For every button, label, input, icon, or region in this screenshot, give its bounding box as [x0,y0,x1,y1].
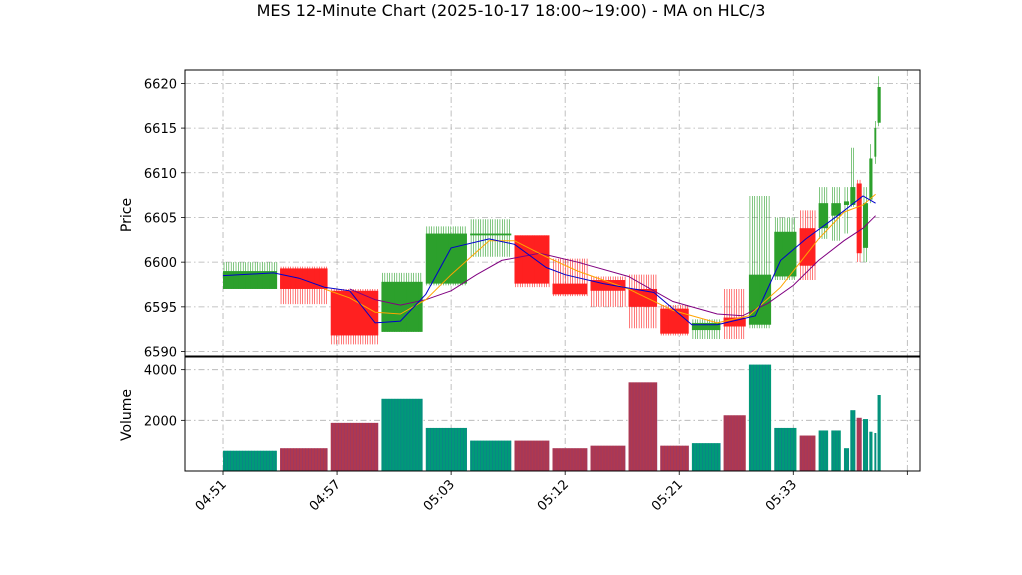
volume-bar [723,415,746,471]
price-panel-frame [184,69,921,357]
volume-panel-frame [184,356,921,472]
candle-body [723,317,746,327]
axes [181,69,921,475]
candle-body [691,322,721,331]
chart-title: MES 12-Minute Chart (2025-10-17 18:00~19… [256,1,766,20]
candle-body [628,288,658,307]
candle-body [877,86,881,123]
volume-bar [843,448,850,471]
volume-bar [628,382,658,471]
x-tick-label: 05:03 [421,477,458,514]
candle-body [843,201,850,205]
price-tick-label: 6600 [144,256,177,271]
ma-mid-line [324,193,876,324]
candle-body [831,203,841,216]
price-tick-label: 6615 [144,122,177,137]
volume-bar [552,448,588,471]
candle-body [552,283,588,295]
volume-tick-label: 4000 [144,364,177,379]
candle-body [869,158,873,200]
candle-body [818,203,829,229]
volume-bar [874,433,877,471]
volume-bar [831,430,841,471]
candle-body [856,183,862,254]
price-axis-label: Price [119,198,135,232]
volume-axis-label: Volume [119,389,135,441]
volume-bar [691,443,721,471]
price-marks [223,76,881,345]
price-tick-label: 6590 [144,346,177,361]
volume-bar [774,427,797,471]
volume-bar [660,445,689,471]
volume-bar [223,450,277,471]
price-tick-label: 6605 [144,211,177,226]
price-tick-label: 6610 [144,167,177,182]
volume-bar [799,435,816,471]
candle-body [590,280,626,291]
ma-fast-line [222,195,876,326]
volume-bar [862,419,869,471]
price-grid [185,70,920,356]
candle-body [470,233,512,236]
x-tick-label: 05:21 [649,477,686,514]
volume-bar [425,427,467,471]
x-tick-label: 05:12 [535,477,572,514]
volume-bar [818,430,829,471]
candle-body [223,271,277,289]
volume-bar [850,410,856,471]
volume-bar [748,364,772,471]
volume-bar [514,440,550,471]
candle-body [381,281,423,332]
volume-bar [280,448,328,471]
volume-bar [590,445,626,471]
volume-bar [856,417,862,471]
price-tick-label: 6595 [144,301,177,316]
candle-body [425,233,467,284]
x-tick-label: 05:33 [763,477,800,514]
volume-marks [223,364,881,471]
x-tick-label: 04:51 [193,477,230,514]
candle-body [660,308,689,334]
volume-bar [330,422,379,471]
price-tick-label: 6620 [144,77,177,92]
volume-bar [470,440,512,471]
ma-lines [222,193,876,326]
volume-tick-label: 2000 [144,414,177,429]
candle-body [850,187,856,205]
volume-bar [381,398,423,471]
x-tick-label: 04:57 [307,477,344,514]
